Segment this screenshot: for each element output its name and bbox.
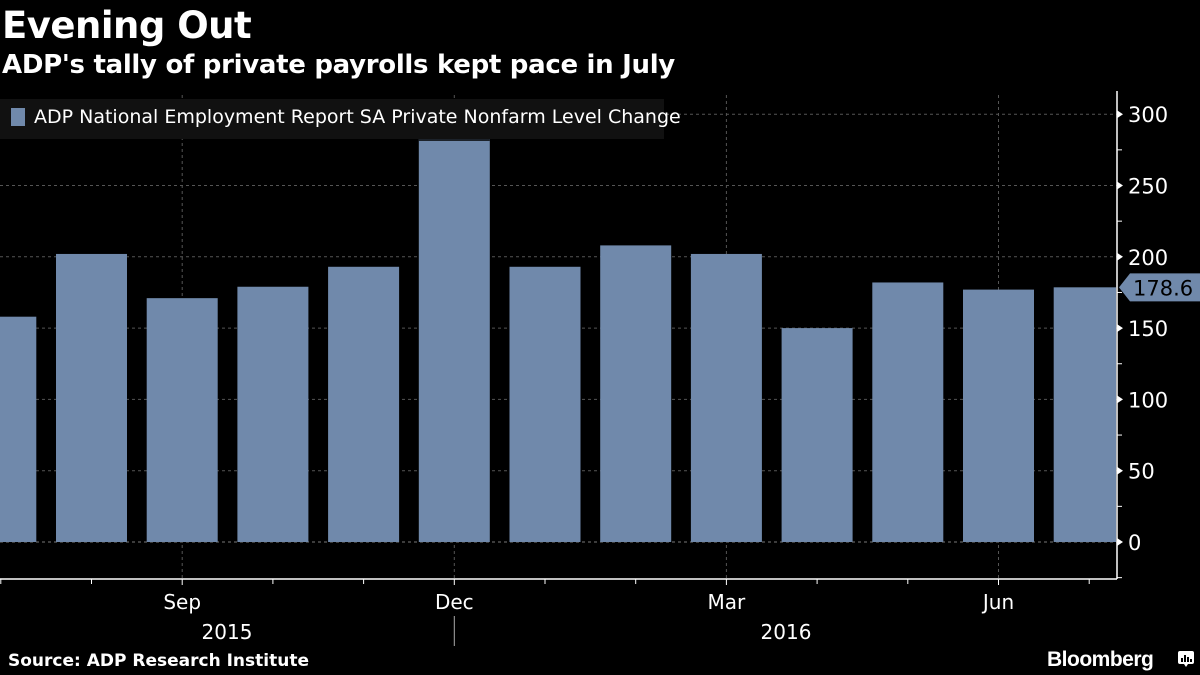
bar [509, 266, 581, 542]
y-tick-marker [1117, 324, 1123, 333]
x-tick-labels: Sep Dec Mar Jun 2015 2016 [163, 590, 1014, 644]
x-year-label: 2016 [761, 620, 812, 644]
axes [0, 91, 1122, 646]
x-tick-label: Sep [163, 590, 201, 614]
bloomberg-chart-icon [1178, 651, 1194, 667]
last-value-marker: 178.6 [1119, 273, 1200, 302]
source-note: Source: ADP Research Institute [8, 651, 309, 671]
bar [0, 316, 37, 542]
chart-title: Evening Out [2, 4, 252, 47]
bar [600, 245, 672, 542]
y-tick-label: 300 [1128, 103, 1168, 127]
bar [146, 298, 218, 542]
legend: ADP National Employment Report SA Privat… [0, 99, 681, 139]
y-tick-marker [1117, 538, 1123, 546]
y-tick-marker [1117, 110, 1123, 119]
y-tick-label: 200 [1128, 246, 1168, 270]
y-tick-label: 100 [1128, 388, 1168, 412]
x-tick-label: Jun [981, 590, 1014, 614]
y-tick-marker [1117, 395, 1123, 404]
y-tick-marker [1117, 466, 1123, 475]
y-tick-label: 0 [1128, 531, 1141, 555]
legend-label: ADP National Employment Report SA Privat… [34, 106, 681, 128]
x-year-label: 2015 [202, 620, 253, 644]
bar [781, 328, 853, 542]
bar [237, 286, 309, 542]
bar [56, 253, 127, 542]
y-tick-marker [1117, 252, 1123, 261]
legend-background [0, 99, 664, 139]
last-value-label: 178.6 [1133, 276, 1193, 300]
last-value-badge [1119, 273, 1200, 302]
y-tick-marker [1117, 181, 1123, 190]
legend-swatch [11, 108, 25, 126]
bars [0, 131, 1116, 542]
bar [690, 253, 762, 542]
x-tick-label: Mar [708, 590, 747, 614]
bloomberg-logo: Bloomberg [1047, 648, 1154, 671]
y-tick-label: 250 [1128, 175, 1168, 199]
bar [1053, 287, 1116, 542]
bar [872, 282, 944, 542]
bar [418, 131, 490, 542]
bar [328, 266, 400, 542]
y-tick-labels: 0 50 100 150 200 250 300 [1117, 103, 1168, 555]
chart-subtitle: ADP's tally of private payrolls kept pac… [2, 50, 675, 80]
y-tick-label: 150 [1128, 317, 1168, 341]
bar [963, 289, 1034, 542]
y-tick-label: 50 [1128, 460, 1155, 484]
x-tick-label: Dec [435, 590, 474, 614]
